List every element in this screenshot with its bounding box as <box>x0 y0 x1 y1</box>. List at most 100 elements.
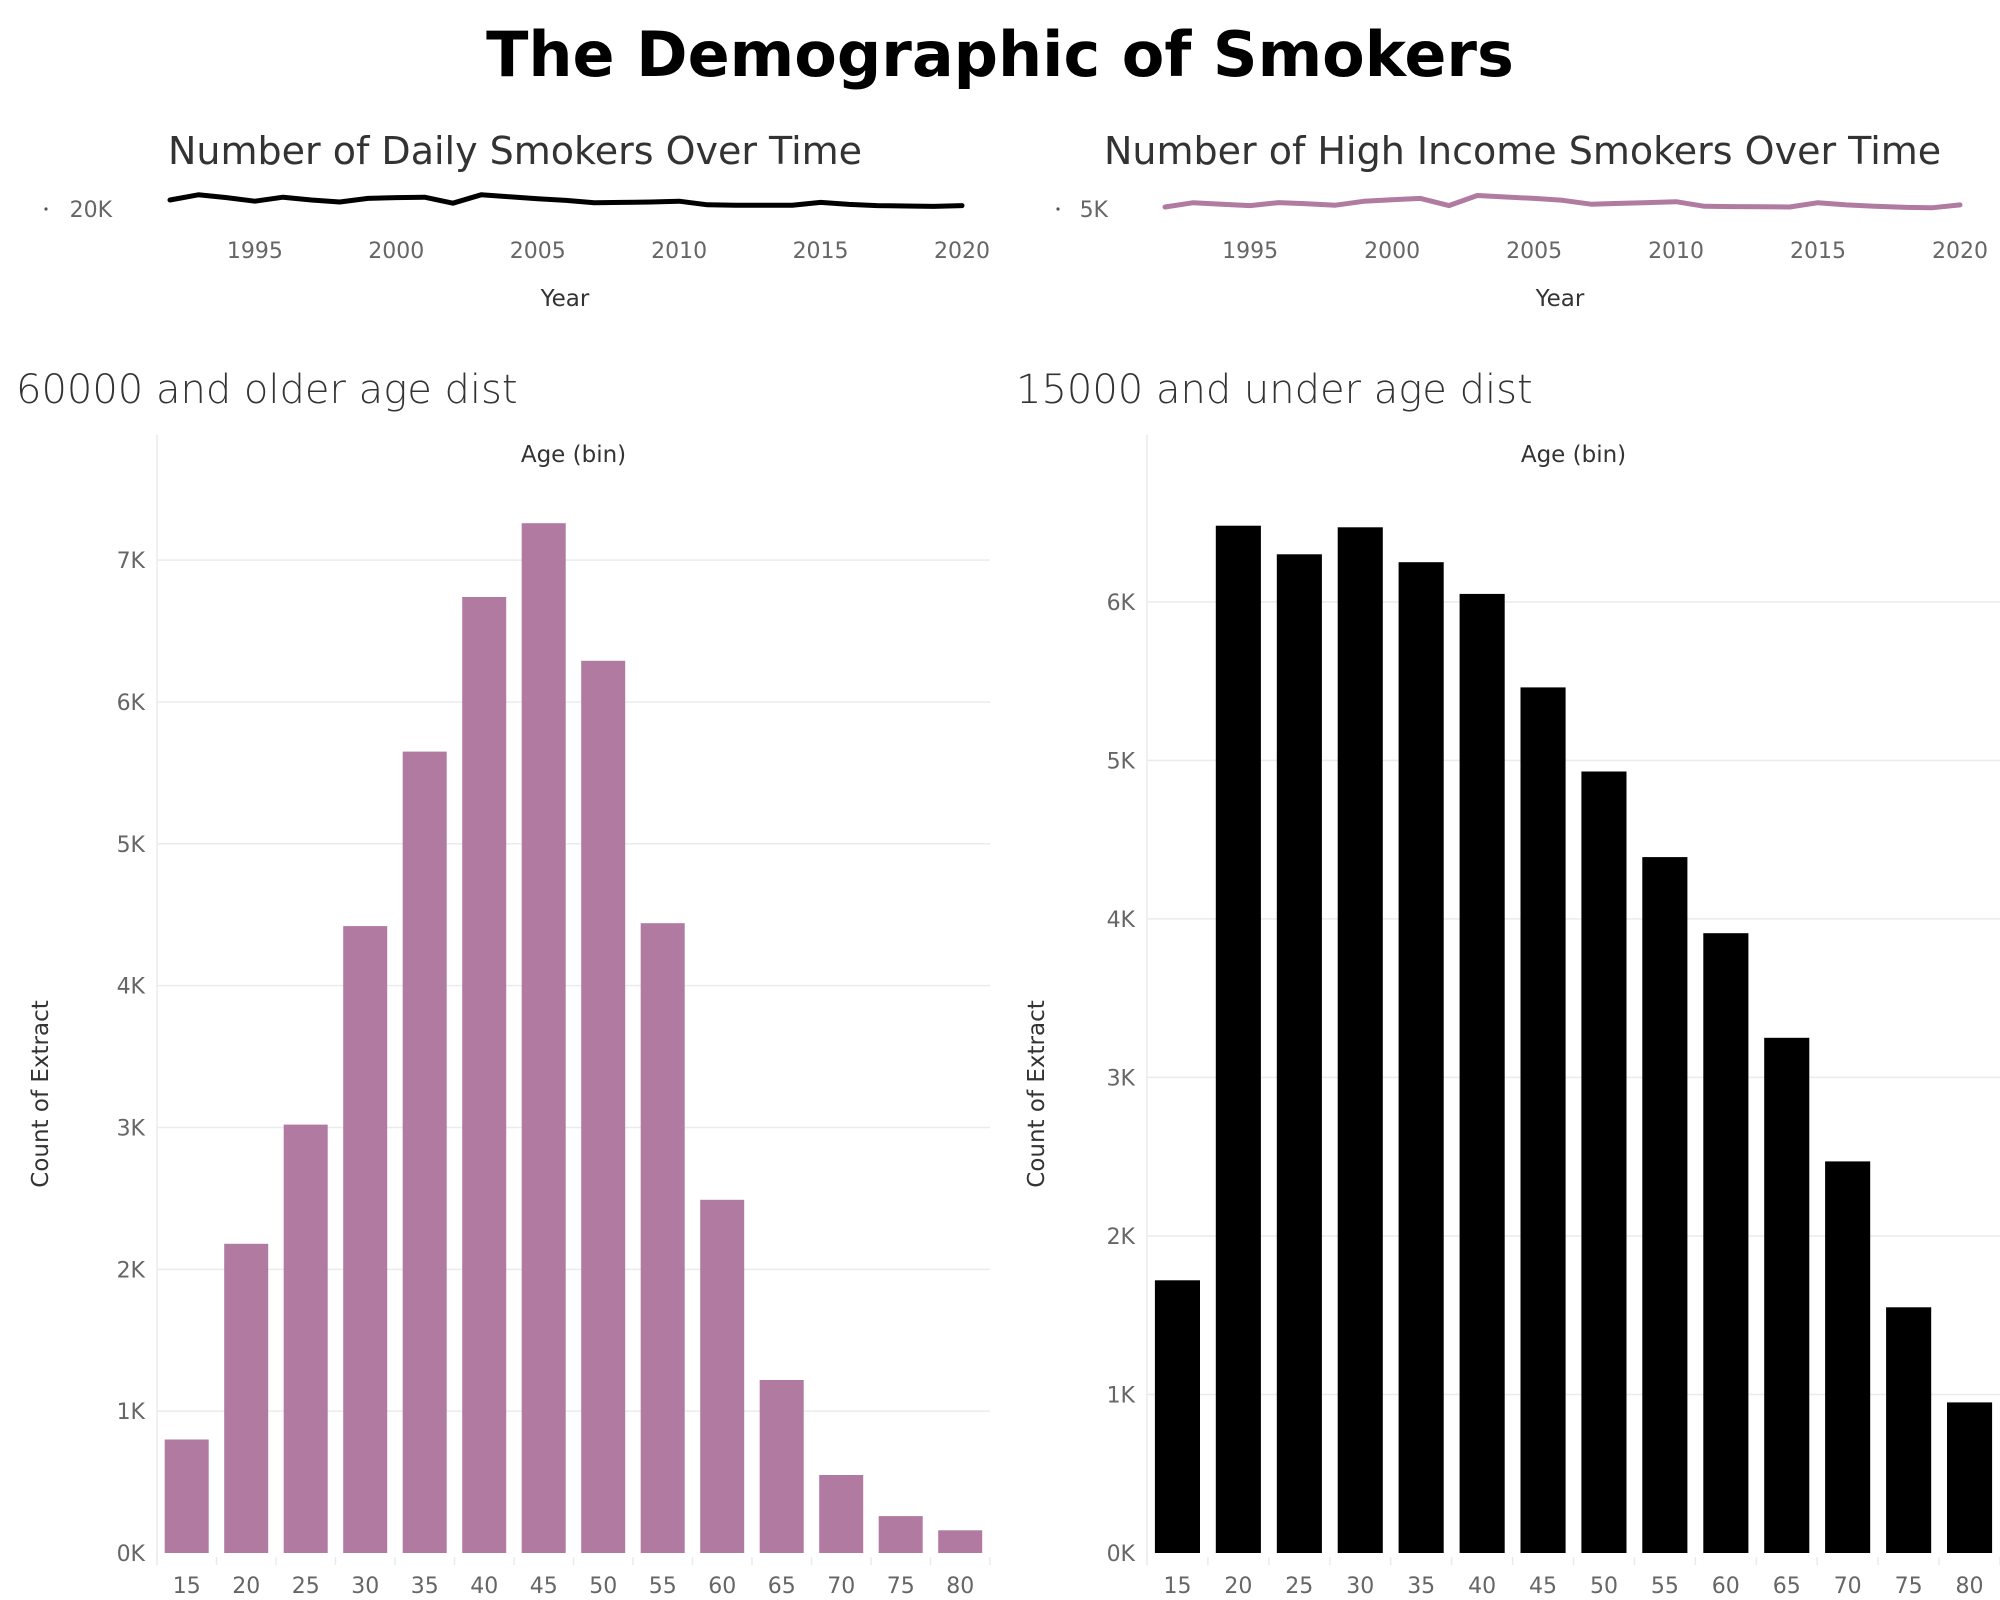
x-tick-label: 50 <box>1590 1574 1618 1599</box>
series-line <box>167 192 965 209</box>
x-axis-label: Age (bin) <box>521 442 626 468</box>
x-tick-label: 1995 <box>1222 239 1278 264</box>
chart-title: 15000 and under age dist <box>1016 367 1533 413</box>
bar <box>283 1124 328 1553</box>
bar <box>343 926 388 1553</box>
x-tick-label: 1995 <box>227 239 283 264</box>
x-tick-label: 80 <box>946 1574 974 1599</box>
y-tick-label: 5K <box>1107 749 1136 774</box>
y-tick-label: 4K <box>1107 908 1136 933</box>
x-tick-label: 55 <box>1651 1574 1679 1599</box>
y-tick-label: 7K <box>117 549 146 574</box>
y-tick-label: 6K <box>117 691 146 716</box>
y-axis-label: Count of Extract <box>28 1000 54 1187</box>
under-age-distribution-bar-chart: 15000 and under age dist Age (bin) Count … <box>1016 367 2000 1599</box>
x-tick-label: 20 <box>1224 1574 1252 1599</box>
y-tick-mark <box>1056 207 1060 211</box>
y-tick-label: 1K <box>117 1400 146 1425</box>
x-tick-label: 2005 <box>1506 239 1562 264</box>
x-tick-label: 30 <box>1346 1574 1374 1599</box>
daily-smokers-line-chart: Number of Daily Smokers Over Time 20K 199… <box>44 129 990 312</box>
bar <box>700 1199 745 1553</box>
chart-title: Number of High Income Smokers Over Time <box>1104 129 1941 173</box>
bar <box>581 660 626 1553</box>
x-axis-label: Age (bin) <box>1521 442 1626 468</box>
bar <box>402 751 447 1553</box>
x-tick-label: 2015 <box>1790 239 1846 264</box>
y-tick-label: 5K <box>117 833 146 858</box>
x-tick-label: 65 <box>1773 1574 1801 1599</box>
y-tick-label: 1K <box>1107 1383 1136 1408</box>
older-age-distribution-bar-chart: 60000 and older age dist Age (bin) Count … <box>16 367 991 1599</box>
bar <box>1459 593 1505 1553</box>
x-tick-label: 2005 <box>510 239 566 264</box>
bar <box>1215 525 1261 1554</box>
y-axis-label: Count of Extract <box>1024 1000 1050 1187</box>
bar <box>1947 1402 1993 1553</box>
bar <box>1581 771 1627 1553</box>
x-tick-label: 15 <box>1164 1574 1192 1599</box>
x-tick-label: 35 <box>411 1574 439 1599</box>
bar <box>759 1380 804 1553</box>
chart-title: Number of Daily Smokers Over Time <box>168 129 862 173</box>
x-tick-label: 50 <box>589 1574 617 1599</box>
x-tick-label: 2015 <box>793 239 849 264</box>
x-axis-label: Year <box>1535 286 1585 312</box>
x-tick-label: 2000 <box>368 239 424 264</box>
x-tick-label: 25 <box>1285 1574 1313 1599</box>
bar <box>878 1516 923 1553</box>
x-tick-label: 40 <box>470 1574 498 1599</box>
bar <box>1398 562 1444 1553</box>
x-tick-label: 70 <box>827 1574 855 1599</box>
bar <box>1642 857 1688 1553</box>
x-tick-label: 45 <box>1529 1574 1557 1599</box>
x-tick-label: 15 <box>173 1574 201 1599</box>
y-tick-label: 3K <box>117 1116 146 1141</box>
y-tick-label: 2K <box>1107 1225 1136 1250</box>
bar <box>462 597 507 1553</box>
x-tick-label: 2010 <box>651 239 707 264</box>
x-tick-label: 2010 <box>1648 239 1704 264</box>
bar <box>938 1530 983 1553</box>
y-tick-label: 0K <box>1107 1542 1136 1567</box>
x-tick-label: 20 <box>232 1574 260 1599</box>
x-tick-label: 75 <box>887 1574 915 1599</box>
x-tick-label: 2020 <box>934 239 990 264</box>
y-tick-mark <box>44 207 48 211</box>
high-income-smokers-line-chart: Number of High Income Smokers Over Time … <box>1056 129 1988 312</box>
x-tick-label: 70 <box>1834 1574 1862 1599</box>
bar <box>819 1475 864 1553</box>
y-tick-label: 6K <box>1107 591 1136 616</box>
x-tick-label: 55 <box>649 1574 677 1599</box>
y-tick-label: 5K <box>1080 198 1109 223</box>
x-tick-label: 65 <box>768 1574 796 1599</box>
x-tick-label: 2020 <box>1932 239 1988 264</box>
chart-title: 60000 and older age dist <box>16 367 518 413</box>
x-tick-label: 30 <box>351 1574 379 1599</box>
x-tick-label: 35 <box>1407 1574 1435 1599</box>
x-tick-label: 45 <box>530 1574 558 1599</box>
x-tick-label: 80 <box>1956 1574 1984 1599</box>
bar <box>1154 1280 1200 1553</box>
y-tick-label: 4K <box>117 975 146 1000</box>
y-tick-label: 3K <box>1107 1066 1136 1091</box>
bar <box>1276 554 1322 1553</box>
bar <box>164 1439 209 1553</box>
page-title: The Demographic of Smokers <box>486 18 1514 91</box>
bar <box>1520 687 1566 1553</box>
bar <box>224 1243 269 1553</box>
y-tick-label: 0K <box>117 1542 146 1567</box>
x-tick-label: 25 <box>292 1574 320 1599</box>
x-axis-label: Year <box>540 286 590 312</box>
bar <box>1886 1307 1932 1553</box>
bar <box>1337 527 1383 1553</box>
bar <box>1825 1161 1871 1553</box>
bar <box>640 923 685 1553</box>
x-tick-label: 2000 <box>1364 239 1420 264</box>
bar <box>521 523 566 1554</box>
series-line <box>1162 193 1963 211</box>
x-tick-label: 60 <box>1712 1574 1740 1599</box>
y-tick-label: 20K <box>70 198 113 223</box>
bar <box>1764 1037 1810 1553</box>
x-tick-label: 60 <box>708 1574 736 1599</box>
